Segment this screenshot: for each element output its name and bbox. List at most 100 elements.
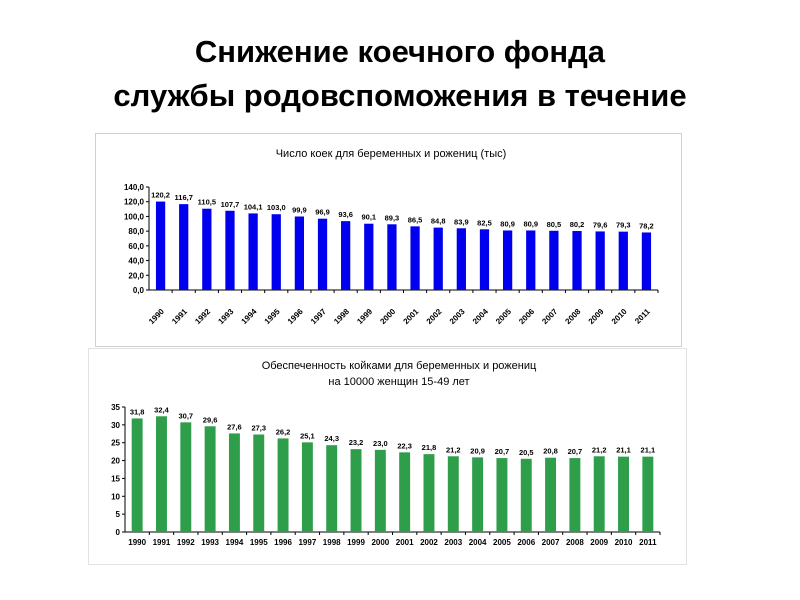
slide-title-line-3: постсоветского периода xyxy=(0,118,800,130)
bar-1995 xyxy=(271,214,281,290)
x-tick-label-2006: 2006 xyxy=(517,307,536,326)
bar-2001 xyxy=(410,226,420,290)
x-tick-label-2004: 2004 xyxy=(469,538,487,547)
data-label-1991: 32,4 xyxy=(154,405,169,414)
data-label-1992: 110,5 xyxy=(198,198,216,207)
x-tick-label-1993: 1993 xyxy=(216,307,235,326)
x-tick-label-1992: 1992 xyxy=(177,538,195,547)
data-label-1998: 24,3 xyxy=(324,434,339,443)
data-label-1999: 90,1 xyxy=(361,213,376,222)
x-tick-label-2003: 2003 xyxy=(448,307,467,326)
y-tick-label: 5 xyxy=(116,510,121,519)
beds-per-women-chart-panel: Обеспеченность койками для беременных и … xyxy=(88,348,687,565)
bar-2010 xyxy=(618,231,628,290)
bar-2011 xyxy=(642,456,654,532)
x-tick-label-1999: 1999 xyxy=(355,307,374,326)
bar-2004 xyxy=(479,229,490,290)
data-label-1993: 29,6 xyxy=(203,415,218,424)
x-tick-label-1990: 1990 xyxy=(147,307,166,326)
y-tick-label: 120,0 xyxy=(124,198,145,207)
data-label-2003: 83,9 xyxy=(454,217,469,226)
data-label-2005: 80,9 xyxy=(500,219,515,228)
bar-2004 xyxy=(472,457,484,532)
data-label-1995: 103,0 xyxy=(267,203,286,212)
bar-1991 xyxy=(179,204,189,290)
x-tick-label-2010: 2010 xyxy=(610,307,629,326)
data-label-2011: 78,2 xyxy=(639,221,654,230)
y-tick-label: 0,0 xyxy=(133,286,145,295)
data-label-2008: 80,2 xyxy=(570,220,585,229)
bar-2009 xyxy=(595,231,605,290)
bar-2006 xyxy=(520,458,532,532)
bar-2010 xyxy=(618,456,629,532)
chart-title: Число коек для беременных и рожениц (тыс… xyxy=(276,148,507,160)
y-tick-label: 10 xyxy=(111,492,120,501)
x-tick-label-1993: 1993 xyxy=(201,538,219,547)
data-label-2005: 20,7 xyxy=(495,447,510,456)
bar-2003 xyxy=(456,228,466,290)
x-tick-label-2003: 2003 xyxy=(444,538,462,547)
data-label-2008: 20,7 xyxy=(568,447,583,456)
data-label-1997: 25,1 xyxy=(300,431,315,440)
bar-2000 xyxy=(374,449,386,532)
bar-1991 xyxy=(156,416,167,532)
x-tick-label-2007: 2007 xyxy=(540,307,559,326)
data-label-1997: 96,9 xyxy=(315,208,330,217)
bar-1994 xyxy=(228,433,240,532)
x-tick-label-1994: 1994 xyxy=(240,307,259,326)
data-label-1994: 104,1 xyxy=(244,202,263,211)
x-tick-label-1995: 1995 xyxy=(250,538,268,547)
bar-1993 xyxy=(204,426,216,532)
bar-1998 xyxy=(326,445,338,532)
data-label-1998: 93,6 xyxy=(338,210,353,219)
data-label-2004: 20,9 xyxy=(470,446,485,455)
bar-1990 xyxy=(155,201,166,290)
y-tick-label: 140,0 xyxy=(124,183,145,192)
bar-1999 xyxy=(364,223,374,290)
beds-count-chart: Число коек для беременных и рожениц (тыс… xyxy=(124,148,659,326)
data-label-2006: 80,9 xyxy=(523,219,538,228)
x-tick-label-1997: 1997 xyxy=(298,538,316,547)
data-label-1992: 30,7 xyxy=(178,411,193,420)
bar-2005 xyxy=(496,458,508,532)
bar-1996 xyxy=(277,438,289,532)
beds-per-women-chart: Обеспеченность койками для беременных и … xyxy=(111,360,661,547)
x-tick-label-1996: 1996 xyxy=(274,538,292,547)
bar-2007 xyxy=(549,230,559,290)
data-label-2000: 89,3 xyxy=(385,213,400,222)
x-tick-label-2001: 2001 xyxy=(396,538,414,547)
x-tick-label-1996: 1996 xyxy=(286,307,305,326)
x-tick-label-1998: 1998 xyxy=(332,307,351,326)
data-label-1990: 31,8 xyxy=(130,407,145,416)
y-tick-label: 25 xyxy=(111,439,120,448)
data-label-2002: 21,8 xyxy=(422,443,437,452)
bar-2001 xyxy=(399,452,411,532)
y-tick-label: 60,0 xyxy=(128,242,144,251)
data-label-2004: 82,5 xyxy=(477,218,492,227)
x-tick-label-1997: 1997 xyxy=(309,307,328,326)
data-label-1994: 27,6 xyxy=(227,422,242,431)
data-label-1995: 27,3 xyxy=(251,424,266,433)
bar-1992 xyxy=(180,422,192,532)
slide-title-line-2: службы родовспоможения в течение xyxy=(113,78,687,113)
data-label-1993: 107,7 xyxy=(221,200,240,209)
x-tick-label-1991: 1991 xyxy=(153,538,171,547)
data-label-2010: 79,3 xyxy=(616,221,631,230)
bar-2003 xyxy=(447,456,459,532)
x-tick-label-2004: 2004 xyxy=(471,307,490,326)
x-tick-label-2007: 2007 xyxy=(542,538,560,547)
data-label-2000: 23,0 xyxy=(373,439,388,448)
bar-1993 xyxy=(225,210,235,290)
y-tick-label: 0 xyxy=(116,528,121,537)
data-label-2002: 84,8 xyxy=(431,217,446,226)
y-tick-label: 20 xyxy=(111,457,120,466)
y-tick-label: 35 xyxy=(111,403,120,412)
bar-2008 xyxy=(569,458,581,532)
x-tick-label-2011: 2011 xyxy=(639,538,657,547)
bar-2009 xyxy=(593,456,605,532)
slide-title-line-1: Снижение коечного фонда xyxy=(194,34,606,69)
bar-2002 xyxy=(423,454,435,532)
data-label-2010: 21,1 xyxy=(616,446,631,455)
x-tick-label-2000: 2000 xyxy=(371,538,389,547)
data-label-1991: 116,7 xyxy=(175,193,193,202)
